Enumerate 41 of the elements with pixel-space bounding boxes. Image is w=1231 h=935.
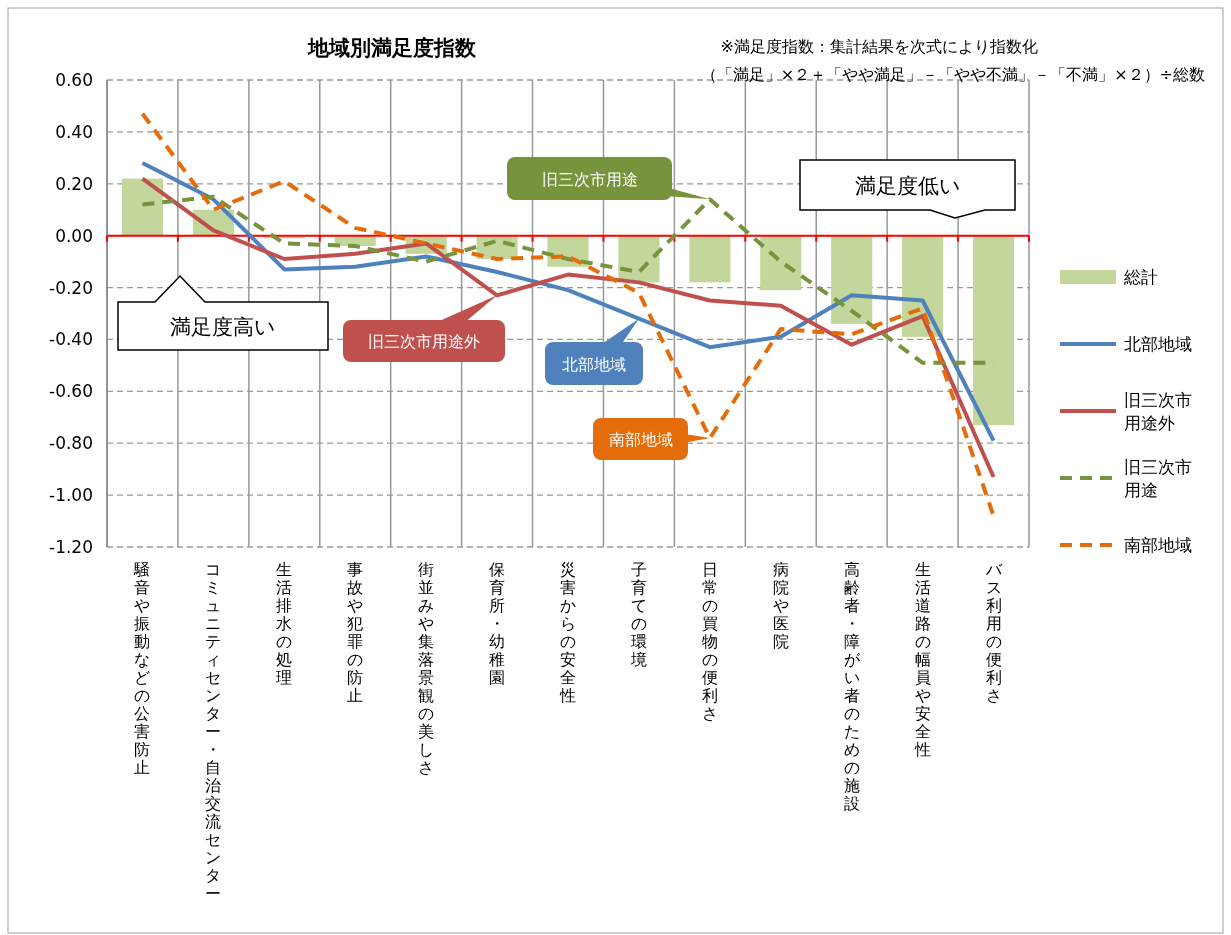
y-tick-label: -0.60 — [49, 381, 93, 402]
x-tick-label: コミュニティセンター・自治交流センター — [205, 560, 222, 903]
callout: 満足度高い — [117, 274, 329, 351]
legend-label: 北部地域 — [1124, 334, 1192, 354]
x-tick-label: 日常の買物の便利さ — [701, 560, 718, 723]
chart-title: 地域別満足度指数 — [307, 36, 477, 60]
x-tick-label: バス利用の便利さ — [985, 560, 1002, 705]
y-tick-label: -0.80 — [49, 433, 93, 454]
x-tick-label: 生活道路の幅員や安全性 — [914, 560, 931, 759]
callout: 北部地域 — [545, 318, 643, 385]
x-tick-label: 事故や犯罪の防止 — [347, 560, 364, 705]
y-tick-label: -1.00 — [49, 485, 93, 506]
y-tick-label: -0.40 — [49, 329, 93, 350]
x-tick-label: 高齢者・障がい者のための施設 — [843, 560, 860, 813]
legend-label: 旧三次市用途外 — [1124, 390, 1192, 433]
callout: 満足度低い — [799, 159, 1016, 219]
legend-label: 南部地域 — [1124, 535, 1192, 555]
x-tick-label: 保育所・幼稚園 — [489, 560, 506, 687]
x-tick-label: 生活排水の処理 — [276, 560, 293, 687]
callout: 旧三次市用途外 — [343, 295, 505, 362]
annotation: 旧三次市用途 — [541, 169, 638, 189]
legend-label: 旧三次市用途 — [1124, 457, 1192, 500]
y-tick-label: 0.60 — [55, 70, 93, 90]
annotation: 旧三次市用途外 — [368, 332, 480, 351]
legend-label: 総計 — [1123, 267, 1158, 287]
annotation: 満足度高い — [170, 315, 276, 339]
annotation: 満足度低い — [854, 174, 961, 198]
annotation: （「満足」×２＋「やや満足」－「やや不満」－「不満」×２）÷総数 — [700, 65, 1205, 84]
x-tick-label: 病院や医院 — [772, 560, 789, 651]
y-tick-label: 0.00 — [55, 225, 93, 246]
x-tick-label: 災害からの安全性 — [560, 560, 576, 705]
annotation: 北部地域 — [562, 354, 626, 374]
y-tick-label: 0.40 — [55, 121, 93, 142]
callout: 旧三次市用途 — [507, 157, 710, 200]
x-tick-label: 子育ての環境 — [630, 560, 647, 669]
x-tick-label: 街並みや集落景観の美しさ — [418, 560, 435, 777]
text: ※満足度指数：集計結果を次式により指数化 — [720, 37, 1038, 56]
y-tick-label: 0.20 — [55, 173, 93, 194]
y-tick-label: -1.20 — [49, 537, 93, 557]
x-tick-label: 騒音や振動などの公害防止 — [134, 560, 151, 777]
y-tick-label: -0.20 — [49, 277, 93, 298]
